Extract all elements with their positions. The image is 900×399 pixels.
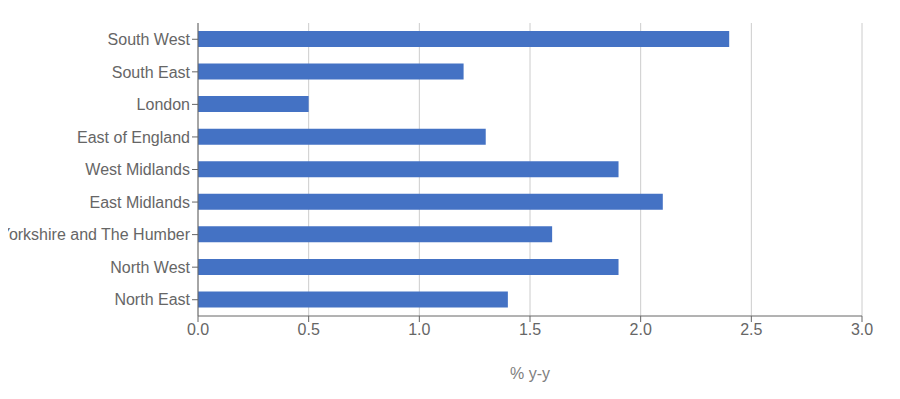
svg-text:West Midlands: West Midlands xyxy=(85,161,190,178)
svg-text:% y-y: % y-y xyxy=(510,365,550,382)
svg-text:London: London xyxy=(137,96,190,113)
svg-text:South West: South West xyxy=(108,31,191,48)
svg-text:North East: North East xyxy=(114,291,190,308)
svg-text:Yorkshire and The Humber: Yorkshire and The Humber xyxy=(8,226,191,243)
svg-text:East Midlands: East Midlands xyxy=(90,194,191,211)
svg-text:2.5: 2.5 xyxy=(740,321,762,338)
svg-text:0.5: 0.5 xyxy=(298,321,320,338)
svg-text:East of England: East of England xyxy=(77,129,190,146)
svg-text:0.0: 0.0 xyxy=(187,321,209,338)
svg-text:North West: North West xyxy=(110,259,190,276)
svg-text:3.0: 3.0 xyxy=(851,321,873,338)
svg-text:South East: South East xyxy=(112,64,191,81)
svg-text:1.0: 1.0 xyxy=(408,321,430,338)
svg-text:2.0: 2.0 xyxy=(630,321,652,338)
svg-text:1.5: 1.5 xyxy=(519,321,541,338)
